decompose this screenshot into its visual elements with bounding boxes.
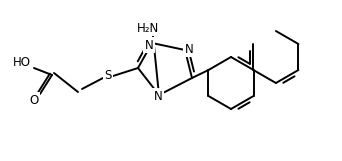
- Text: H₂N: H₂N: [137, 22, 159, 34]
- Text: O: O: [29, 94, 39, 106]
- Text: N: N: [185, 43, 193, 56]
- Text: S: S: [104, 68, 112, 81]
- Text: HO: HO: [13, 56, 31, 68]
- Text: N: N: [154, 90, 162, 103]
- Text: N: N: [145, 38, 153, 52]
